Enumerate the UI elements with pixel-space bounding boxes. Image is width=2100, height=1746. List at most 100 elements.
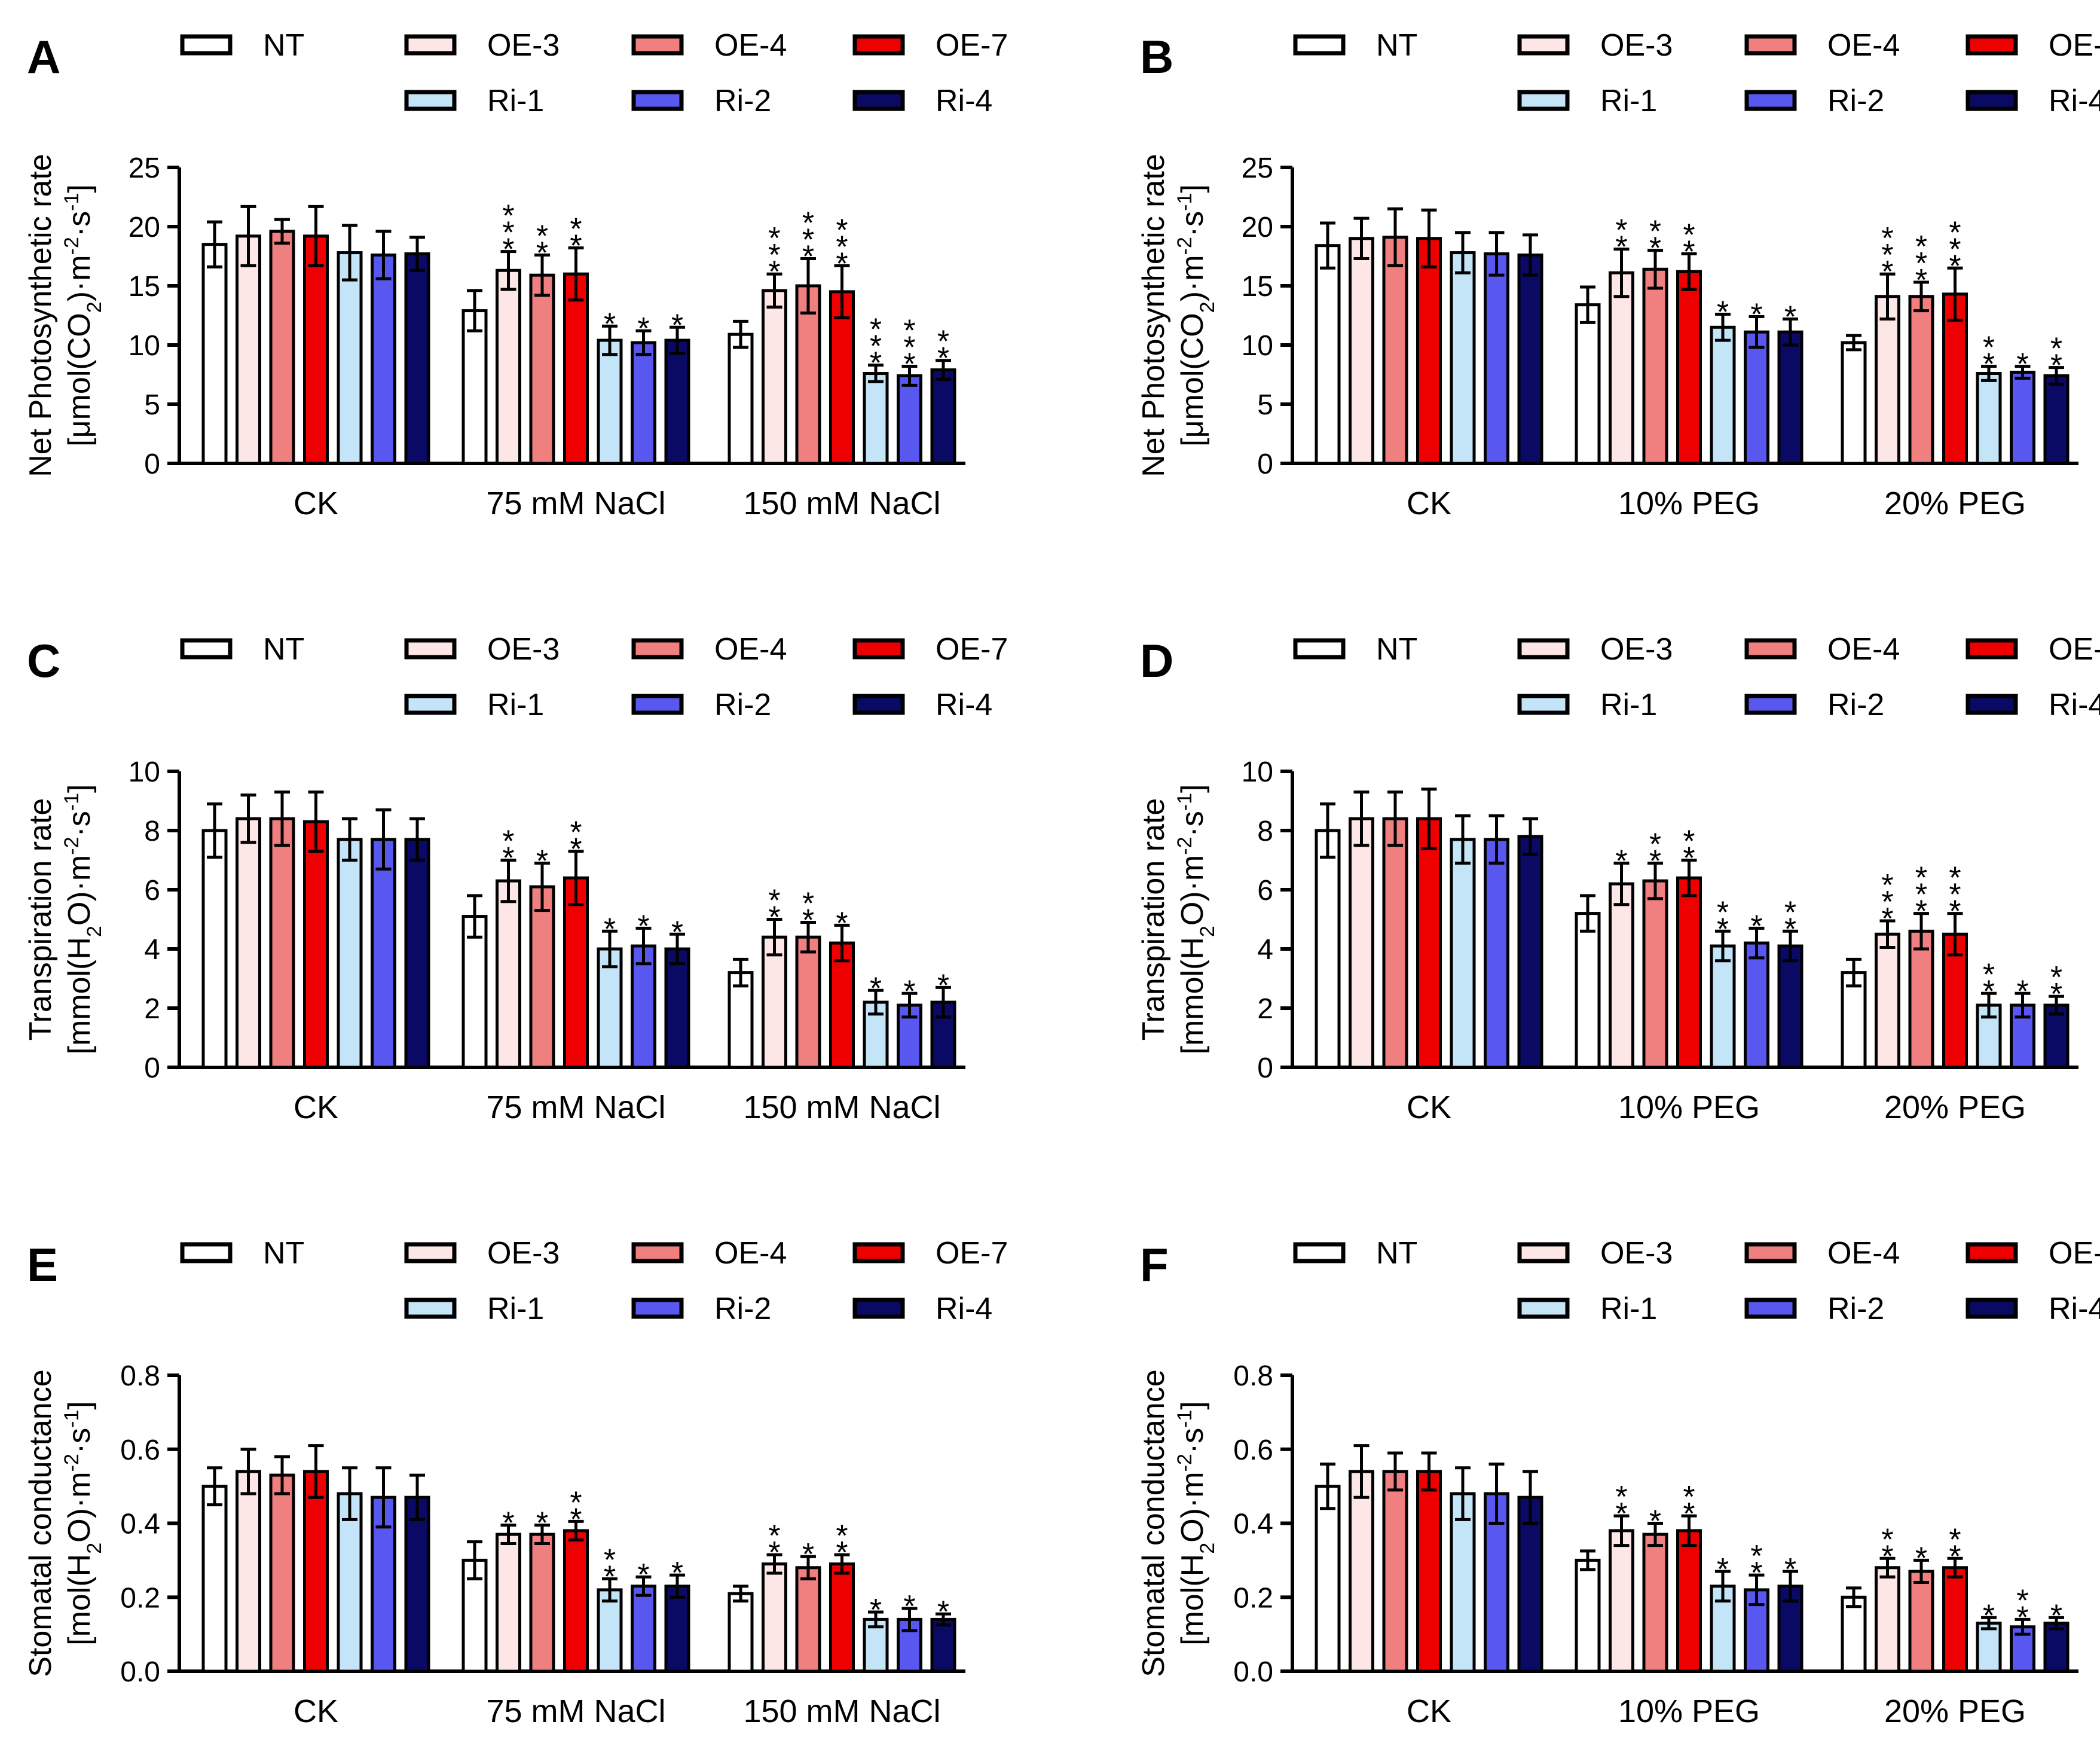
y-axis-unit-part: 2 <box>83 926 106 937</box>
legend-label: Ri-2 <box>1827 688 1884 722</box>
significance-star: * <box>1881 255 1893 289</box>
significance-marker: ** <box>1683 1480 1695 1531</box>
significance-marker: * <box>1784 1552 1796 1587</box>
bar <box>371 254 396 465</box>
significance-marker: * <box>671 1556 683 1591</box>
panel-label: A <box>27 30 60 83</box>
bar <box>1517 1495 1543 1673</box>
panel-C: C NT OE-3 OE-4 OE-7 Ri-1 Ri-2 Ri-4 0 2 4 6 8 10 Transp… <box>23 632 1008 1125</box>
bar <box>829 290 855 465</box>
significance-star: * <box>836 246 848 281</box>
x-category-label: 20% PEG <box>1884 1693 2026 1729</box>
bar <box>1349 237 1374 465</box>
legend-label: OE-7 <box>2049 632 2100 667</box>
significance-star: * <box>802 206 814 240</box>
significance-marker: ** <box>937 325 949 376</box>
bar <box>236 234 261 465</box>
significance-star: * <box>536 236 548 271</box>
y-tick-label: 0 <box>1257 448 1273 480</box>
y-axis-unit-part: -2 <box>1173 237 1196 255</box>
bar <box>1382 236 1408 465</box>
legend-swatch <box>852 694 905 715</box>
significance-star: * <box>1784 300 1796 334</box>
significance-star: * <box>768 884 780 918</box>
bar <box>597 338 623 465</box>
panel-label: D <box>1140 634 1173 687</box>
y-tick-label: 0.2 <box>120 1582 160 1614</box>
significance-marker: * <box>2016 974 2028 1009</box>
significance-star: * <box>2016 1583 2028 1618</box>
panel-label: C <box>27 634 60 687</box>
legend-label: OE-7 <box>936 632 1008 667</box>
significance-star: * <box>768 1536 780 1570</box>
y-axis-unit-part: O)·m <box>62 1472 97 1542</box>
significance-star: * <box>637 1558 649 1592</box>
significance-star: * <box>536 1506 548 1541</box>
legend-swatch <box>1517 90 1570 111</box>
bar <box>1676 1529 1702 1673</box>
significance-marker: ** <box>1683 218 1695 270</box>
significance-star: * <box>802 903 814 938</box>
significance-star: * <box>1915 861 1927 896</box>
significance-marker: *** <box>870 313 882 381</box>
significance-star: * <box>1784 912 1796 947</box>
y-axis-unit-part: -1 <box>1173 193 1196 211</box>
bar <box>529 885 555 1069</box>
bar <box>1517 254 1543 465</box>
significance-star: * <box>768 1519 780 1553</box>
significance-marker: ** <box>1717 895 1729 947</box>
legend-swatch <box>1965 34 2018 56</box>
y-tick-label: 0.6 <box>1233 1434 1273 1466</box>
significance-marker: ** <box>836 1519 848 1570</box>
legend-label: Ri-2 <box>714 1292 771 1326</box>
significance-marker: * <box>802 1537 814 1572</box>
bar <box>1315 829 1341 1069</box>
bar <box>1908 295 1934 465</box>
significance-marker: *** <box>1881 221 1893 289</box>
legend-swatch <box>1293 1242 1346 1263</box>
significance-marker: * <box>2050 1598 2062 1633</box>
legend-label: NT <box>263 1236 304 1271</box>
significance-marker: *** <box>836 213 848 281</box>
legend-label: OE-3 <box>1600 28 1673 63</box>
bar <box>1908 929 1934 1069</box>
y-axis-unit-part: ·s <box>62 211 97 237</box>
significance-star: * <box>671 308 683 343</box>
y-tick-label: 0.8 <box>120 1360 160 1392</box>
significance-marker: ** <box>536 219 548 271</box>
significance-marker: ** <box>802 886 814 938</box>
legend-swatch <box>404 694 457 715</box>
significance-star: * <box>1881 221 1893 256</box>
legend-label: OE-4 <box>714 632 787 667</box>
bar <box>1382 817 1408 1069</box>
significance-star: * <box>1949 878 1961 912</box>
significance-star: * <box>836 213 848 248</box>
bar <box>1642 267 1668 465</box>
significance-star: * <box>836 1536 848 1570</box>
legend-label: OE-3 <box>1600 632 1673 667</box>
y-axis-unit-part: [mol(H <box>62 1554 97 1646</box>
significance-star: * <box>1750 909 1762 944</box>
bar <box>664 338 690 465</box>
significance-star: * <box>768 255 780 289</box>
significance-marker: ** <box>1649 215 1661 266</box>
significance-marker: * <box>536 1506 548 1541</box>
significance-marker: ** <box>2016 1583 2028 1635</box>
bar <box>529 1533 555 1673</box>
bar <box>1609 271 1634 465</box>
bar <box>795 935 821 1069</box>
significance-marker: ** <box>2050 332 2062 383</box>
significance-star: * <box>1881 1522 1893 1557</box>
significance-marker: * <box>1649 1504 1661 1539</box>
bar <box>1676 876 1702 1069</box>
y-axis-unit-part: -2 <box>60 1454 83 1472</box>
bar <box>631 1585 656 1673</box>
bar <box>2043 1622 2070 1673</box>
y-tick-label: 0.6 <box>120 1434 160 1466</box>
y-axis-unit-part: ·s <box>1175 1428 1210 1454</box>
significance-marker: * <box>1983 1598 1995 1633</box>
significance-star: * <box>903 1589 915 1624</box>
significance-marker: * <box>604 307 616 341</box>
bar <box>496 1533 521 1673</box>
